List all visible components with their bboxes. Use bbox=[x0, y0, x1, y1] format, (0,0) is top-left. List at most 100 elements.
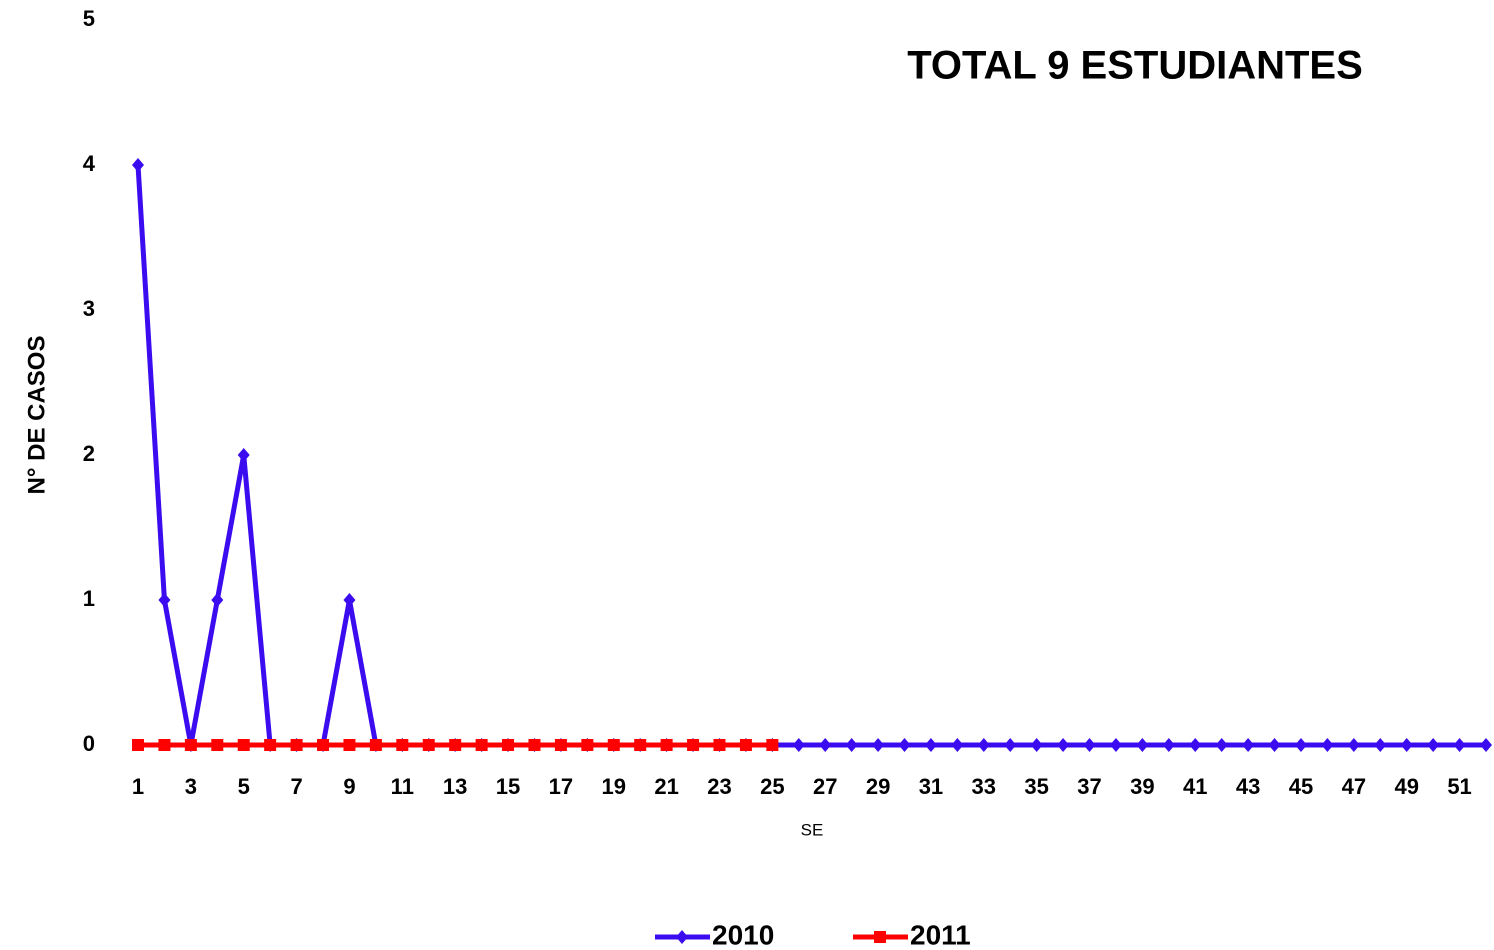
legend-item: 2010 bbox=[655, 919, 774, 950]
marker bbox=[766, 739, 779, 751]
marker bbox=[1268, 738, 1281, 752]
legend-label: 2011 bbox=[910, 919, 971, 950]
x-tick-label: 17 bbox=[549, 774, 573, 799]
marker bbox=[211, 593, 224, 607]
x-tick-label: 35 bbox=[1024, 774, 1048, 799]
marker bbox=[449, 739, 462, 751]
x-tick-label: 1 bbox=[132, 774, 144, 799]
x-tick-label: 41 bbox=[1183, 774, 1207, 799]
x-tick-label: 13 bbox=[443, 774, 467, 799]
x-tick-label: 39 bbox=[1130, 774, 1154, 799]
marker bbox=[1480, 738, 1492, 752]
marker bbox=[1347, 738, 1360, 752]
marker bbox=[872, 738, 885, 752]
marker bbox=[422, 739, 435, 751]
marker bbox=[343, 739, 356, 751]
x-tick-label: 51 bbox=[1447, 774, 1471, 799]
marker bbox=[211, 739, 224, 751]
marker bbox=[898, 738, 911, 752]
marker bbox=[1136, 738, 1149, 752]
marker bbox=[1242, 738, 1255, 752]
marker bbox=[396, 739, 409, 751]
marker bbox=[158, 593, 171, 607]
marker bbox=[264, 739, 277, 751]
marker bbox=[1294, 738, 1307, 752]
marker bbox=[713, 739, 726, 751]
x-tick-label: 23 bbox=[707, 774, 731, 799]
marker bbox=[343, 593, 356, 607]
x-tick-label: 43 bbox=[1236, 774, 1260, 799]
x-tick-label: 19 bbox=[602, 774, 626, 799]
marker bbox=[369, 739, 382, 751]
x-tick-label: 11 bbox=[391, 774, 414, 799]
legend-item: 2011 bbox=[853, 919, 971, 950]
marker bbox=[554, 739, 567, 751]
marker bbox=[607, 739, 620, 751]
marker bbox=[1427, 738, 1440, 752]
legend-label: 2010 bbox=[712, 919, 774, 950]
marker bbox=[1374, 738, 1387, 752]
x-tick-label: 27 bbox=[813, 774, 837, 799]
x-tick-label: 5 bbox=[238, 774, 250, 799]
x-tick-label: 29 bbox=[866, 774, 890, 799]
x-tick-label: 25 bbox=[760, 774, 784, 799]
marker bbox=[951, 738, 964, 752]
marker bbox=[1189, 738, 1202, 752]
marker bbox=[1030, 738, 1043, 752]
y-tick-label: 5 bbox=[83, 6, 95, 31]
y-tick-label: 1 bbox=[83, 586, 95, 611]
y-tick-label: 0 bbox=[83, 731, 95, 756]
marker bbox=[132, 158, 144, 172]
x-tick-label: 33 bbox=[972, 774, 996, 799]
marker bbox=[237, 739, 250, 751]
marker bbox=[237, 448, 250, 462]
marker bbox=[1109, 738, 1122, 752]
marker bbox=[1004, 738, 1017, 752]
marker bbox=[792, 738, 805, 752]
marker bbox=[819, 738, 832, 752]
y-tick-label: 2 bbox=[83, 441, 95, 466]
marker bbox=[676, 930, 688, 944]
marker bbox=[1321, 738, 1334, 752]
marker bbox=[528, 739, 541, 751]
marker bbox=[977, 738, 990, 752]
marker bbox=[1083, 738, 1096, 752]
y-tick-label: 4 bbox=[83, 151, 96, 176]
marker bbox=[1400, 738, 1413, 752]
marker bbox=[290, 739, 303, 751]
marker bbox=[1162, 738, 1175, 752]
x-tick-label: 15 bbox=[496, 774, 520, 799]
x-tick-label: 9 bbox=[343, 774, 355, 799]
y-axis-label: N° DE CASOS bbox=[23, 336, 50, 495]
marker bbox=[660, 739, 673, 751]
x-tick-label: 37 bbox=[1077, 774, 1101, 799]
marker bbox=[1215, 738, 1228, 752]
marker bbox=[845, 738, 858, 752]
marker bbox=[874, 931, 886, 943]
x-tick-label: 21 bbox=[654, 774, 678, 799]
marker bbox=[739, 739, 752, 751]
series-line bbox=[135, 164, 1486, 748]
marker bbox=[634, 739, 647, 751]
y-tick-label: 3 bbox=[83, 296, 95, 321]
x-tick-label: 47 bbox=[1342, 774, 1366, 799]
marker bbox=[502, 739, 515, 751]
marker bbox=[924, 738, 937, 752]
x-tick-label: 7 bbox=[290, 774, 302, 799]
marker bbox=[581, 739, 594, 751]
x-tick-label: 3 bbox=[185, 774, 197, 799]
chart-title: TOTAL 9 ESTUDIANTES bbox=[907, 44, 1363, 88]
x-tick-label: 49 bbox=[1394, 774, 1418, 799]
x-axis-label: SE bbox=[801, 820, 824, 839]
marker bbox=[132, 739, 144, 751]
marker bbox=[184, 739, 197, 751]
marker bbox=[317, 739, 330, 751]
marker bbox=[475, 739, 488, 751]
marker bbox=[1453, 738, 1466, 752]
marker bbox=[1057, 738, 1070, 752]
x-tick-label: 45 bbox=[1289, 774, 1313, 799]
marker bbox=[158, 739, 171, 751]
marker bbox=[687, 739, 700, 751]
x-tick-label: 31 bbox=[919, 774, 943, 799]
